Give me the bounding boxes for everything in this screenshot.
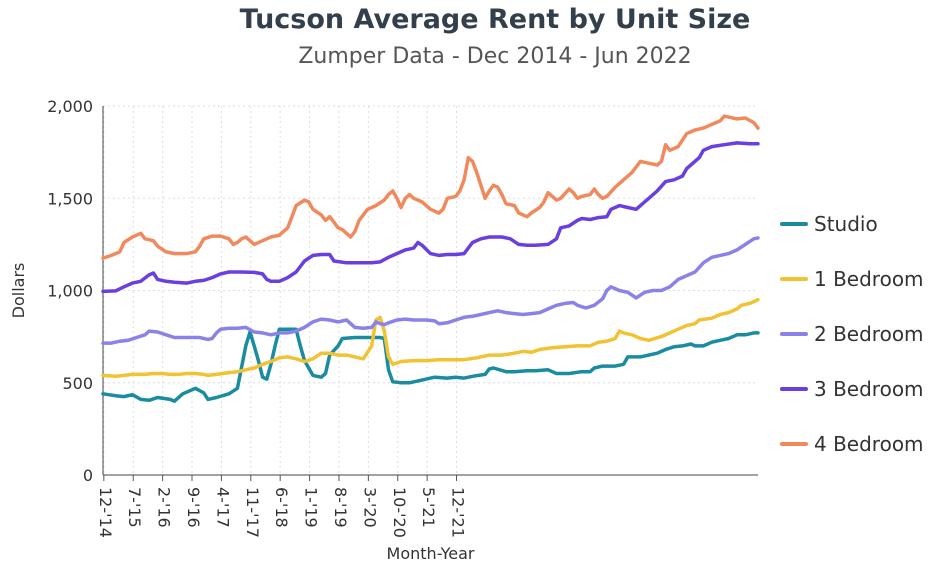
- legend-label: 4 Bedroom: [814, 432, 924, 456]
- x-tick-label: 7-'15: [125, 487, 144, 528]
- y-tick-label: 2,000: [47, 97, 93, 116]
- legend-label: 3 Bedroom: [814, 377, 924, 401]
- y-axis-label: Dollars: [9, 263, 28, 319]
- x-tick-label: 12-'21: [449, 487, 468, 538]
- x-tick-label: 5-'21: [419, 487, 438, 528]
- axes: 0 500 1,000 1,500 2,000 12-'14 7-'15 2-'16 9-'16…: [47, 97, 758, 538]
- y-tick-label: 1,000: [47, 282, 93, 301]
- x-tick-label: 6-'18: [272, 487, 291, 528]
- chart-subtitle: Zumper Data - Dec 2014 - Jun 2022: [298, 44, 692, 69]
- y-tick-label: 500: [62, 374, 93, 393]
- y-tick-label: 1,500: [47, 189, 93, 208]
- x-tick-label: 11-'17: [243, 487, 262, 538]
- legend-label: Studio: [814, 212, 878, 236]
- series-line-4-bedroom: [101, 114, 760, 260]
- x-tick-label: 4-'17: [213, 487, 232, 528]
- y-tick-label: 0: [83, 466, 93, 485]
- series-line-1-bedroom: [101, 297, 760, 379]
- x-tick-label: 1-'19: [302, 487, 321, 528]
- chart-title: Tucson Average Rent by Unit Size: [239, 4, 751, 35]
- x-tick-label: 9-'16: [184, 487, 203, 528]
- x-tick-label: 8-'19: [331, 487, 350, 528]
- x-tick-label: 2-'16: [155, 487, 174, 528]
- legend-label: 2 Bedroom: [814, 322, 924, 346]
- x-tick-label: 3-'20: [360, 487, 379, 528]
- series-line-studio: [101, 327, 760, 403]
- x-tick-label: 10-'20: [390, 487, 409, 538]
- legend-label: 1 Bedroom: [814, 267, 924, 291]
- legend: Studio 1 Bedroom 2 Bedroom 3 Bedroom 4 Bedro…: [780, 212, 924, 456]
- series: [101, 114, 760, 403]
- series-line-2-bedroom: [101, 236, 760, 345]
- x-tick-label: 12-'14: [96, 487, 115, 538]
- x-axis-label: Month-Year: [387, 544, 475, 563]
- series-line-3-bedroom: [101, 141, 760, 294]
